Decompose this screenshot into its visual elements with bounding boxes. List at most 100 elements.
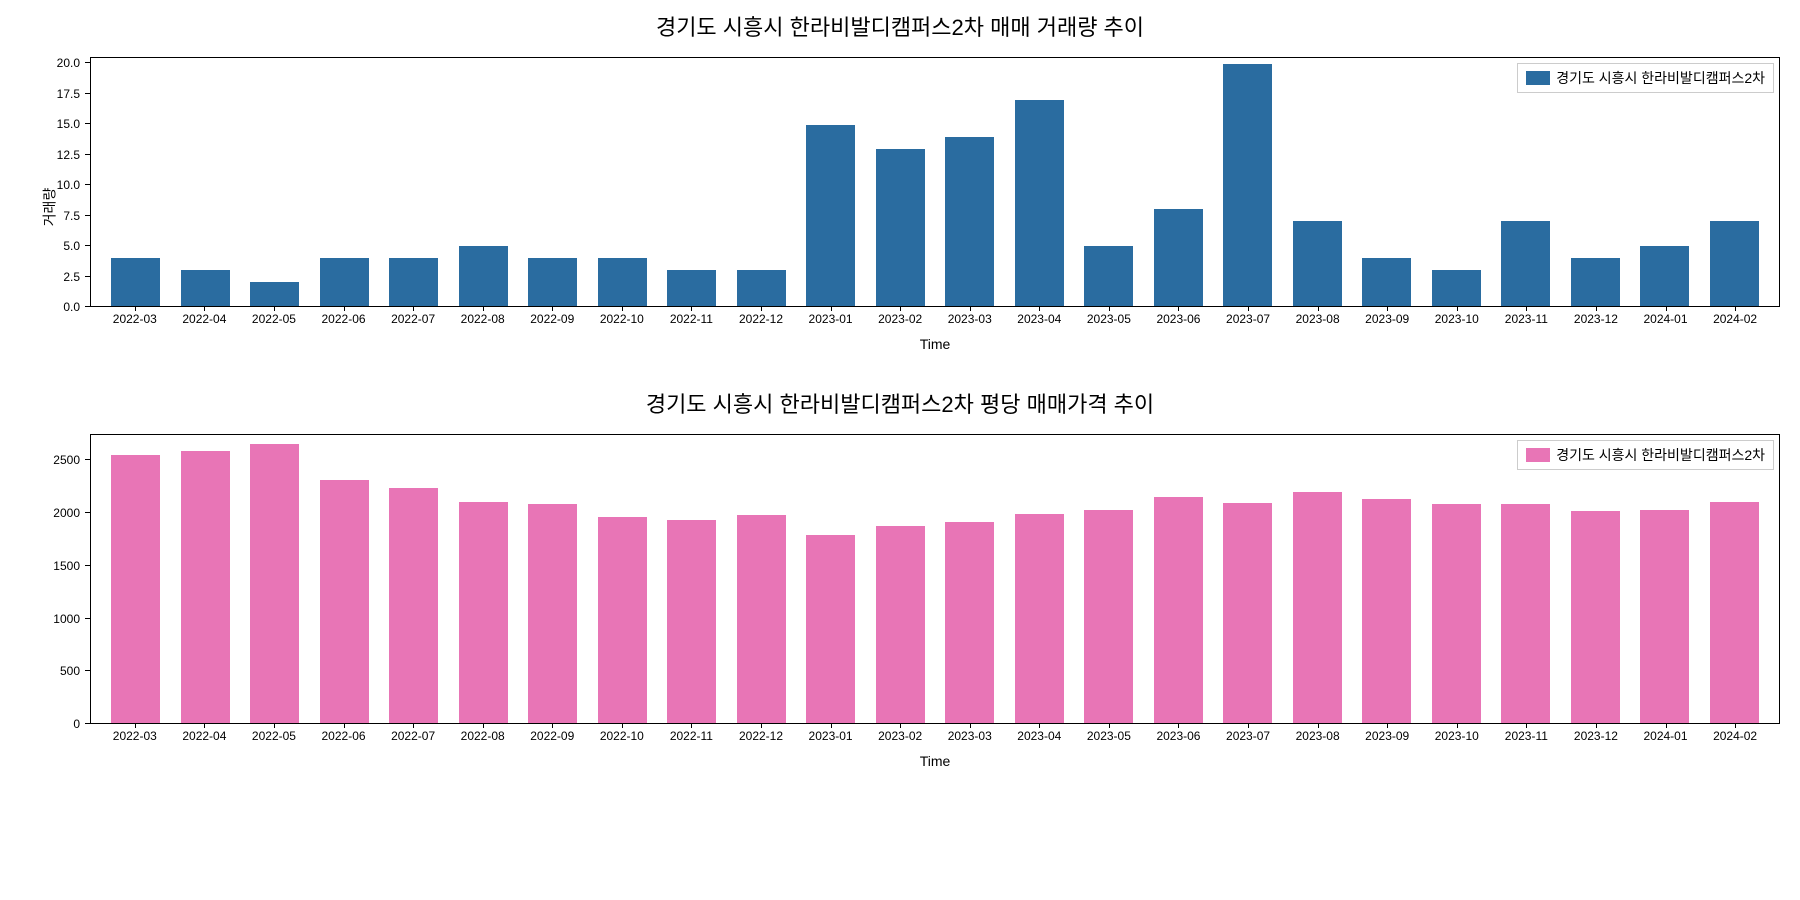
- x-tick: 2023-02: [865, 724, 935, 744]
- bar-slot: [1352, 435, 1422, 723]
- bar: [389, 488, 438, 723]
- chart1-legend-label: 경기도 시흥시 한라비발디캠퍼스2차: [1556, 68, 1765, 88]
- x-tick: 2023-09: [1352, 724, 1422, 744]
- bar: [945, 137, 994, 306]
- x-tick-label: 2022-06: [322, 729, 366, 743]
- x-tick-label: 2022-03: [113, 312, 157, 326]
- y-tick-label: 0.0: [63, 300, 80, 314]
- x-tick: 2022-05: [239, 307, 309, 327]
- x-tick-mark: [1526, 306, 1527, 311]
- x-tick-label: 2022-05: [252, 729, 296, 743]
- x-tick-label: 2022-06: [322, 312, 366, 326]
- bar: [667, 270, 716, 306]
- bar: [181, 270, 230, 306]
- chart1-xticks: 2022-03 2022-042022-05 2022-06 2022-07 2022-…: [90, 307, 1780, 327]
- x-tick: 2023-06: [1144, 307, 1214, 327]
- bar: [1571, 258, 1620, 306]
- x-tick-label: 2022-11: [670, 312, 713, 326]
- x-tick-mark: [1109, 723, 1110, 728]
- x-tick-label: 2023-03: [948, 729, 992, 743]
- bar-slot: [1074, 58, 1144, 306]
- bar-slot: [518, 58, 588, 306]
- bar-slot: [1491, 58, 1561, 306]
- x-tick-mark: [622, 306, 623, 311]
- x-tick-label: 2022-12: [739, 312, 783, 326]
- bar-slot: [1422, 58, 1492, 306]
- x-tick: 2023-04: [1005, 724, 1075, 744]
- bar-slot: [1561, 58, 1631, 306]
- x-tick-label: 2022-04: [182, 729, 226, 743]
- bar: [806, 125, 855, 306]
- bar: [598, 517, 647, 723]
- bar: [111, 455, 160, 723]
- bar: [806, 535, 855, 724]
- y-tick-label: 17.5: [57, 87, 80, 101]
- bar-slot: [588, 435, 658, 723]
- x-tick-label: 2023-12: [1574, 312, 1618, 326]
- x-tick-label: 2024-02: [1713, 312, 1757, 326]
- bar-slot: [1283, 58, 1353, 306]
- x-tick-label: 2023-09: [1365, 312, 1409, 326]
- x-tick: 2022-08: [448, 307, 518, 327]
- bar: [528, 258, 577, 306]
- x-tick: 2022-09: [517, 724, 587, 744]
- x-tick: 2023-03: [935, 724, 1005, 744]
- x-tick-label: 2023-05: [1087, 312, 1131, 326]
- x-tick-label: 2022-10: [600, 729, 644, 743]
- x-tick-label: 2023-07: [1226, 312, 1270, 326]
- x-tick: 2022-10: [587, 724, 657, 744]
- x-tick: 2022-04: [170, 307, 240, 327]
- x-tick-mark: [204, 723, 205, 728]
- y-tick-label: 10.0: [57, 178, 80, 192]
- bar: [737, 270, 786, 306]
- x-tick-mark: [1735, 723, 1736, 728]
- bar-slot: [449, 435, 519, 723]
- x-tick: 2023-07: [1213, 724, 1283, 744]
- x-tick-label: 2023-08: [1296, 312, 1340, 326]
- x-tick-mark: [1735, 306, 1736, 311]
- bar-slot: [657, 58, 727, 306]
- y-tick-label: 5.0: [63, 239, 80, 253]
- y-tick-label: 20.0: [57, 56, 80, 70]
- x-tick-mark: [1666, 306, 1667, 311]
- x-tick: 2022-11: [657, 724, 727, 744]
- x-tick-mark: [761, 723, 762, 728]
- x-tick: 2023-02: [865, 307, 935, 327]
- x-tick-mark: [691, 723, 692, 728]
- x-tick-mark: [1248, 306, 1249, 311]
- chart1-yticks: 0.02.55.07.510.012.515.017.520.0: [80, 57, 90, 307]
- x-tick-label: 2023-09: [1365, 729, 1409, 743]
- x-tick-mark: [552, 723, 553, 728]
- y-tick-label: 15.0: [57, 117, 80, 131]
- y-tick-label: 2000: [53, 506, 80, 520]
- x-tick-mark: [900, 723, 901, 728]
- x-tick-mark: [135, 306, 136, 311]
- bar-slot: [866, 435, 936, 723]
- bar: [945, 522, 994, 723]
- x-tick-label: 2022-08: [461, 312, 505, 326]
- x-tick: 2023-11: [1492, 724, 1562, 744]
- x-tick-mark: [831, 723, 832, 728]
- x-tick: 2022-10: [587, 307, 657, 327]
- bar-slot: [310, 58, 380, 306]
- x-tick-label: 2022-07: [391, 312, 435, 326]
- chart1-title: 경기도 시흥시 한라비발디캠퍼스2차 매매 거래량 추이: [10, 10, 1790, 42]
- chart2-frame: 평당 가격 (전용면적 기준, 단위:만원) 05001000150020002…: [90, 424, 1780, 784]
- chart1-legend: 경기도 시흥시 한라비발디캠퍼스2차: [1517, 63, 1774, 93]
- x-tick: 2022-12: [726, 307, 796, 327]
- bar: [1501, 504, 1550, 723]
- bar: [1084, 246, 1133, 306]
- x-tick-label: 2023-11: [1505, 729, 1548, 743]
- bar: [1154, 497, 1203, 723]
- bar-slot: [240, 435, 310, 723]
- chart2-bars: [91, 435, 1779, 723]
- x-tick: 2022-08: [448, 724, 518, 744]
- x-tick-label: 2023-02: [878, 312, 922, 326]
- bar-slot: [1074, 435, 1144, 723]
- x-tick-label: 2022-10: [600, 312, 644, 326]
- bar-slot: [449, 58, 519, 306]
- bar: [1501, 221, 1550, 306]
- x-tick-mark: [413, 306, 414, 311]
- x-tick-mark: [1178, 306, 1179, 311]
- x-tick-mark: [344, 306, 345, 311]
